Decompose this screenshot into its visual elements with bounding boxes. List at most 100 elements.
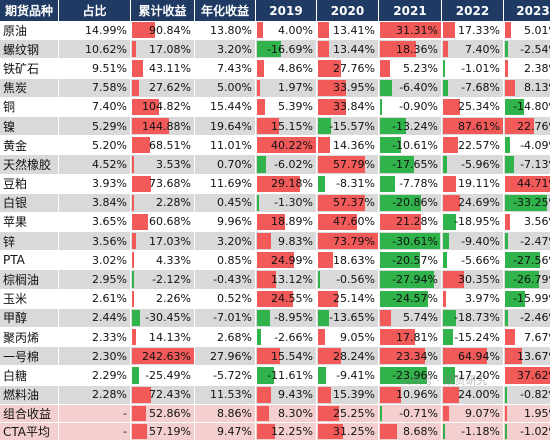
cell-y2022: 30.35% — [442, 270, 504, 290]
value-text: 33.84% — [333, 100, 375, 114]
cell-share: 2.33% — [59, 328, 131, 348]
value-text: -7.78% — [399, 177, 438, 191]
value-bar — [380, 348, 425, 365]
cell-y2022: -1.01% — [442, 59, 504, 79]
row-label: 棕榈油 — [0, 270, 59, 290]
value-bar — [380, 252, 420, 269]
value-text: 22.76% — [517, 119, 550, 133]
value-text: -33.25% — [513, 196, 550, 210]
cell-y2022: -9.40% — [442, 232, 504, 252]
value-bar — [257, 405, 269, 421]
value-text: 24.55% — [271, 292, 313, 306]
cell-y2019: -1.30% — [256, 193, 317, 213]
cell-y2022: 25.34% — [442, 97, 504, 117]
value-text: 3.53% — [156, 157, 191, 171]
value-bar — [318, 233, 378, 250]
value-text: -9.40% — [461, 234, 500, 248]
cell-y2020: 15.39% — [317, 385, 379, 405]
value-text: 8.13% — [524, 81, 550, 95]
cell-y2023: 8.13% — [504, 78, 550, 98]
cell-y2019: 4.00% — [256, 21, 317, 41]
cell-y2019: 15.54% — [256, 347, 317, 367]
cell-cum: -30.45% — [131, 308, 195, 328]
value-text: -0.90% — [399, 100, 438, 114]
cell-y2021: -6.40% — [379, 78, 442, 98]
value-text: 17.03% — [149, 234, 191, 248]
header-cumulative: 累计收益 — [131, 0, 195, 21]
value-bar — [318, 194, 365, 211]
cell-y2023: 2.38% — [504, 59, 550, 79]
value-text: -7.13% — [520, 157, 550, 171]
value-bar — [505, 405, 507, 421]
value-text: -25.49% — [145, 368, 191, 382]
value-text: -0.56% — [336, 273, 375, 287]
value-bar — [380, 98, 382, 115]
value-bar — [132, 329, 136, 346]
value-text: -24.57% — [392, 292, 438, 306]
value-text: -15.99% — [513, 292, 550, 306]
row-label: 甲醇 — [0, 308, 59, 328]
value-text: -1.01% — [461, 61, 500, 75]
value-bar — [257, 329, 261, 346]
header-2022: 2022 — [442, 0, 504, 21]
value-text: 57.19% — [149, 424, 191, 438]
value-bar — [443, 156, 447, 173]
value-text: 87.61% — [458, 119, 500, 133]
value-text: 31.31% — [396, 23, 438, 37]
cell-y2019: -2.66% — [256, 328, 317, 348]
cell-share: 2.61% — [59, 289, 131, 309]
value-text: -2.47% — [520, 234, 550, 248]
value-bar — [380, 423, 397, 439]
cell-y2021: 10.96% — [379, 385, 442, 405]
value-bar — [380, 117, 406, 135]
value-text: 15.39% — [333, 388, 375, 402]
value-bar — [443, 386, 459, 403]
row-label: 锌 — [0, 232, 59, 252]
value-text: 27.62% — [149, 81, 191, 95]
cell-y2020: 25.25% — [317, 404, 379, 423]
value-text: -13.65% — [329, 311, 375, 325]
value-bar — [505, 41, 508, 58]
cell-ann: 5.00% — [195, 78, 256, 98]
value-bar — [443, 271, 464, 288]
cell-y2022: 22.57% — [442, 136, 504, 156]
value-bar — [318, 117, 331, 135]
value-text: 37.62% — [517, 368, 550, 382]
cell-y2021: 8.68% — [379, 422, 442, 441]
value-bar — [132, 98, 159, 115]
value-text: -30.45% — [145, 311, 191, 325]
cell-y2019: 24.99% — [256, 251, 317, 271]
header-2020: 2020 — [317, 0, 379, 21]
cell-y2022: -1.18% — [442, 422, 504, 441]
value-text: -5.96% — [461, 157, 500, 171]
value-bar — [318, 290, 338, 307]
cell-cum: 72.43% — [131, 385, 195, 405]
value-text: 7.67% — [524, 330, 550, 344]
value-text: 17.33% — [458, 23, 500, 37]
cell-y2019: 1.97% — [256, 78, 317, 98]
cell-ann: 3.20% — [195, 232, 256, 252]
value-text: -17.65% — [392, 157, 438, 171]
value-text: -13.24% — [392, 119, 438, 133]
value-text: 9.07% — [465, 406, 500, 420]
value-bar — [443, 22, 455, 39]
value-bar — [505, 22, 511, 39]
cell-cum: 57.19% — [131, 422, 195, 441]
row-label: 燃料油 — [0, 385, 59, 405]
cell-y2023: -4.09% — [504, 136, 550, 156]
cell-ann: 2.68% — [195, 328, 256, 348]
cell-ann: 0.45% — [195, 193, 256, 213]
value-text: 25.34% — [458, 100, 500, 114]
cell-y2023: -0.82% — [504, 385, 550, 405]
row-label: 铜 — [0, 97, 59, 117]
cell-share: 3.93% — [59, 174, 131, 194]
value-text: -1.18% — [461, 424, 500, 438]
cell-share: 2.29% — [59, 366, 131, 386]
value-text: -8.31% — [336, 177, 375, 191]
value-text: -0.71% — [399, 406, 438, 420]
value-bar — [257, 290, 293, 307]
cell-ann: -7.01% — [195, 308, 256, 328]
value-bar — [318, 252, 333, 269]
value-bar — [443, 405, 449, 421]
cell-y2023: 3.56% — [504, 212, 550, 233]
